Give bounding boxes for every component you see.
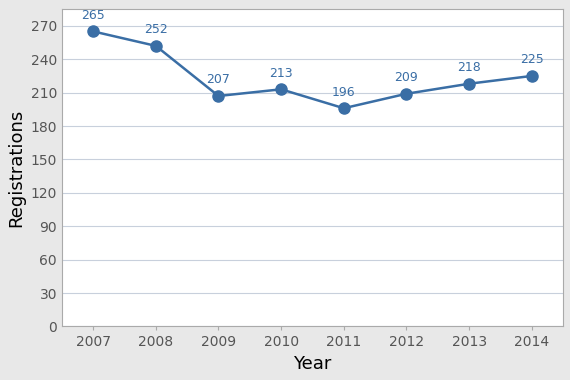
Text: 225: 225	[520, 53, 544, 66]
Text: 213: 213	[269, 66, 293, 79]
Text: 207: 207	[206, 73, 230, 86]
Text: 265: 265	[82, 9, 105, 22]
Text: 209: 209	[394, 71, 418, 84]
Text: 196: 196	[332, 86, 356, 98]
X-axis label: Year: Year	[294, 355, 332, 373]
Text: 218: 218	[457, 61, 481, 74]
Text: 252: 252	[144, 23, 168, 36]
Y-axis label: Registrations: Registrations	[7, 109, 25, 227]
